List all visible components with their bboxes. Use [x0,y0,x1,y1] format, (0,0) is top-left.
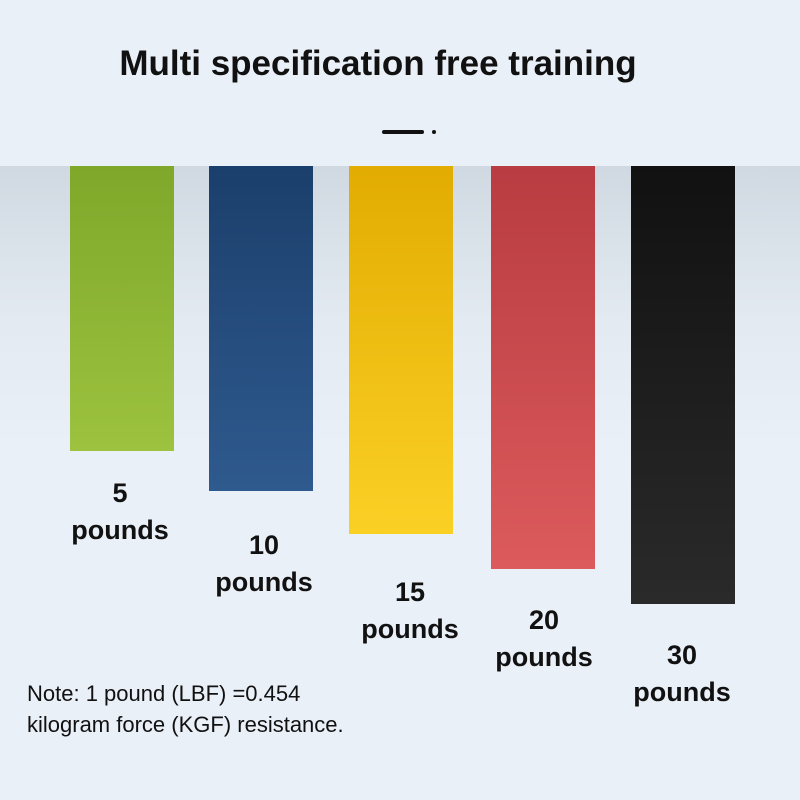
band-value: 20 [528,605,560,635]
band-value: 30 [666,640,698,670]
note-line-2: kilogram force (KGF) resistance. [27,712,344,737]
conversion-note: Note: 1 pound (LBF) =0.454 kilogram forc… [27,678,344,740]
band-label-30: 30 pounds [602,637,762,711]
band-label-10: 10 pounds [184,527,344,601]
note-line-1: Note: 1 pound (LBF) =0.454 [27,681,301,706]
band-value: 15 [394,577,426,607]
band-unit: pounds [633,677,731,707]
band-20-pounds [491,166,595,569]
band-label-20: 20 pounds [464,602,624,676]
band-unit: pounds [215,567,313,597]
band-unit: pounds [71,515,169,545]
band-unit: pounds [495,642,593,672]
band-10-pounds [209,166,313,491]
title-divider-dot [432,130,436,134]
band-label-15: 15 pounds [330,574,490,648]
band-value: 10 [248,530,280,560]
title-divider [382,130,424,134]
band-30-pounds [631,166,735,604]
page-title: Multi specification free training [119,44,637,83]
band-label-5: 5 pounds [40,475,200,549]
band-unit: pounds [361,614,459,644]
band-value: 5 [112,478,128,508]
band-15-pounds [349,166,453,534]
band-5-pounds [70,166,174,451]
